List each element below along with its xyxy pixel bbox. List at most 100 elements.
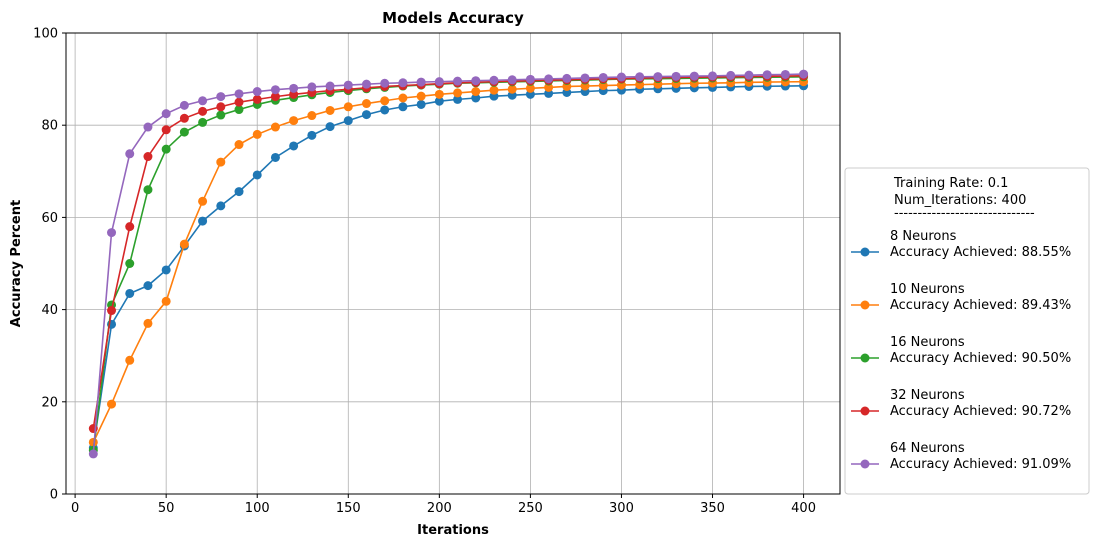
data-point <box>562 73 572 83</box>
x-tick-label: 300 <box>609 501 634 516</box>
data-point <box>416 91 426 101</box>
data-point <box>179 100 189 110</box>
data-point <box>361 79 371 89</box>
data-point <box>161 125 171 135</box>
data-point <box>434 89 444 99</box>
data-point <box>544 82 554 92</box>
plot-frame <box>65 32 841 495</box>
data-point <box>398 78 408 88</box>
x-tick-label: 350 <box>700 501 725 516</box>
data-point <box>125 222 135 232</box>
data-point <box>507 84 517 94</box>
data-point <box>161 296 171 306</box>
data-point <box>544 74 554 84</box>
legend-series-detail: Accuracy Achieved: 90.72% <box>890 404 1071 419</box>
data-point <box>726 70 736 80</box>
axis-ticks: 0 50 100 150 200 250 300 350 400 0 20 40 60 80 100 <box>33 27 816 517</box>
data-point <box>107 399 117 409</box>
data-point <box>161 265 171 275</box>
data-point <box>198 117 208 127</box>
series-4 <box>88 69 809 459</box>
data-point <box>325 105 335 115</box>
x-tick-label: 400 <box>791 501 816 516</box>
y-axis-title: Accuracy Percent <box>9 200 24 327</box>
y-tick-label: 80 <box>41 119 58 134</box>
data-point <box>270 152 280 162</box>
data-point <box>307 130 317 140</box>
data-point <box>107 228 117 238</box>
data-point <box>762 70 772 80</box>
data-point <box>198 106 208 116</box>
data-point <box>143 122 153 132</box>
legend-marker-swatch <box>860 459 870 469</box>
x-tick-label: 150 <box>336 501 361 516</box>
data-point <box>198 196 208 206</box>
legend-marker-swatch <box>860 300 870 310</box>
legend-header-line: Num_Iterations: 400 <box>894 193 1026 208</box>
data-point <box>289 83 299 93</box>
data-point <box>635 72 645 82</box>
data-point <box>671 71 681 81</box>
data-point <box>88 424 98 434</box>
x-tick-label: 100 <box>245 501 270 516</box>
data-point <box>216 92 226 102</box>
data-point <box>234 89 244 99</box>
data-point <box>398 93 408 103</box>
data-point <box>471 87 481 97</box>
legend: Training Rate: 0.1 Num_Iterations: 400---… <box>844 167 1090 495</box>
data-point <box>252 87 262 97</box>
chart-title: Models Accuracy <box>382 9 524 27</box>
data-point <box>780 69 790 79</box>
data-point <box>744 70 754 80</box>
data-point <box>107 306 117 316</box>
data-point <box>88 449 98 459</box>
data-point <box>216 157 226 167</box>
data-point <box>416 77 426 87</box>
data-point <box>252 170 262 180</box>
data-point <box>453 76 463 86</box>
data-point <box>143 185 153 195</box>
data-point <box>125 259 135 268</box>
data-point <box>198 216 208 226</box>
series-line <box>92 74 804 429</box>
legend-series-detail: Accuracy Achieved: 91.09% <box>890 457 1071 472</box>
data-point <box>270 85 280 95</box>
data-point <box>525 83 535 93</box>
legend-header-line: Training Rate: 0.1 <box>893 176 1008 191</box>
data-point <box>343 80 353 90</box>
data-point <box>653 72 663 82</box>
series-line <box>92 80 804 443</box>
legend-series-name: 16 Neurons <box>890 335 965 350</box>
series-line <box>92 84 804 449</box>
data-point <box>289 141 299 151</box>
data-point <box>361 110 371 120</box>
x-tick-label: 50 <box>158 501 175 516</box>
data-point <box>453 94 463 104</box>
x-tick-label: 200 <box>427 501 452 516</box>
data-point <box>143 281 153 291</box>
legend-series-detail: Accuracy Achieved: 88.55% <box>890 245 1071 260</box>
data-point <box>143 318 153 328</box>
legend-marker-swatch <box>860 353 870 363</box>
data-point <box>125 149 135 159</box>
legend-series-name: 64 Neurons <box>890 441 965 456</box>
data-point <box>325 81 335 91</box>
legend-frame <box>844 167 1090 495</box>
data-point <box>343 116 353 126</box>
data-point <box>799 69 809 79</box>
y-tick-label: 40 <box>41 303 58 318</box>
data-point <box>471 76 481 86</box>
data-point <box>216 102 226 112</box>
legend-series-name: 8 Neurons <box>890 229 957 244</box>
data-point <box>234 97 244 107</box>
data-point <box>343 102 353 112</box>
data-point <box>179 239 189 249</box>
data-point <box>616 72 626 82</box>
legend-series-name: 10 Neurons <box>890 282 965 297</box>
data-point <box>598 72 608 82</box>
data-point <box>580 73 590 83</box>
